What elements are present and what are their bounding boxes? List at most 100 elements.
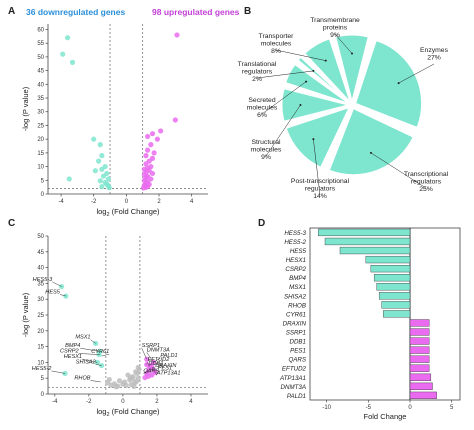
bar-chart-d: HES5-3 HES5-2 HES5 HESX1 CSRP2 BMP4 MSX1 SHISA2… [279, 227, 461, 421]
y-tick-label: 10 [37, 360, 44, 366]
pie-leader-dot [312, 69, 315, 72]
pie-label: regulators [411, 179, 442, 186]
ns-point [135, 375, 141, 381]
bar-category-label: SHISA2 [284, 293, 307, 300]
gene-label: DRAXIN [155, 363, 177, 369]
pie-label: molecules [261, 41, 292, 48]
annotation-leader [141, 347, 147, 360]
y-tick-label: 45 [37, 69, 44, 75]
y-tick-label: 35 [37, 96, 44, 102]
y-tick-label: 40 [37, 82, 44, 88]
bar-category-label: HES5-2 [284, 239, 306, 246]
upregulated-point [143, 161, 149, 167]
x-tick-label: -2 [86, 399, 92, 405]
upregulated-point [158, 128, 164, 134]
x-axis-label: log2 (Fold Change) [96, 407, 160, 418]
y-tick-label: 30 [37, 297, 44, 303]
annotation-leader [146, 362, 148, 365]
y-tick-label: 15 [37, 345, 44, 351]
pie-leader-dot [312, 138, 315, 141]
bar-category-label: CYR61 [286, 311, 306, 318]
bar [383, 310, 411, 318]
pie-percent: 2% [252, 76, 262, 83]
pie-label: regulators [305, 186, 336, 193]
bar [373, 274, 411, 282]
pie-slice [354, 39, 423, 129]
x-tick-label: -4 [58, 199, 64, 205]
bar-category-label: PES1 [290, 348, 306, 355]
downregulated-point [91, 136, 97, 142]
bar [365, 255, 411, 264]
pie-leader-dot [351, 52, 353, 55]
y-tick-label: 55 [37, 41, 44, 47]
pie-percent: 25% [419, 186, 433, 193]
gene-label: PES1 [158, 366, 172, 372]
pie-percent: 6% [257, 112, 267, 119]
bar-category-label: EFTUD2 [282, 366, 307, 373]
pie-percent: 8% [271, 48, 281, 55]
bar-category-label: HESX1 [286, 257, 306, 264]
bar-category-label: QARS [288, 357, 306, 364]
pie-slice [328, 108, 414, 176]
y-axis-label: -log (P value) [21, 86, 30, 131]
pie-slice [335, 34, 369, 102]
bar [409, 355, 430, 363]
bar-category-label: DRAXIN [283, 320, 307, 327]
x-tick-label: 2 [155, 399, 159, 405]
downregulated-point [69, 59, 76, 65]
annotation-leader [78, 353, 100, 355]
gene-label: SSRP1 [142, 343, 160, 349]
gene-label: DDB1 [148, 361, 163, 367]
y-tick-label: 0 [41, 192, 45, 198]
pie-leader [256, 70, 314, 79]
annotation-leader [146, 352, 154, 363]
x-tick-label: 0 [121, 399, 125, 405]
x-tick-label: 5 [450, 405, 454, 411]
pie-leader-dot [369, 151, 372, 154]
pie-slice [285, 106, 350, 168]
y-tick-label: 15 [37, 151, 44, 157]
downregulated-point [60, 51, 66, 57]
gene-label: SHISA2 [76, 359, 97, 365]
pie-label: Transporter [259, 33, 295, 40]
y-tick-label: 10 [37, 165, 44, 171]
annotation-leader [155, 372, 158, 376]
x-tick-label: -2 [91, 199, 97, 205]
ns-point [120, 381, 126, 387]
bar-category-label: DNMT3A [281, 384, 306, 391]
pie-label: regulators [242, 69, 273, 76]
x-tick-label: 4 [190, 199, 194, 205]
bar [409, 382, 433, 390]
ns-point [129, 376, 135, 382]
bar [339, 246, 411, 255]
volcano-plot-c: -4 -2 0 2 405101520253035404550HES5-3HES5HES… [21, 234, 208, 418]
pie-leader [265, 104, 301, 157]
bar [409, 346, 430, 354]
downregulated-point [97, 142, 103, 148]
pie-leader [334, 33, 353, 54]
upregulated-point [149, 131, 156, 137]
pie-leader-dot [299, 104, 302, 106]
bar-category-label: PALD1 [287, 393, 306, 400]
pie-slice [304, 38, 351, 102]
pie-leader [370, 152, 427, 189]
pie-slice [281, 88, 349, 122]
upregulated-point [144, 147, 151, 153]
downregulated-point [99, 166, 105, 172]
upregulated-point [140, 185, 147, 191]
upregulated-point [172, 117, 178, 123]
pie-label: Enzymes [420, 47, 449, 54]
bar [409, 337, 430, 345]
annotation-leader [51, 370, 66, 374]
y-tick-label: 25 [37, 313, 44, 319]
bar [409, 391, 437, 399]
y-tick-label: 60 [37, 27, 44, 33]
annotation-leader [90, 380, 101, 383]
downregulated-point [99, 153, 105, 159]
bar-category-label: HES5 [290, 248, 307, 255]
pie-leader-dot [397, 82, 400, 85]
bar [409, 328, 430, 336]
ns-point [113, 384, 119, 390]
pie-slice [285, 63, 349, 104]
